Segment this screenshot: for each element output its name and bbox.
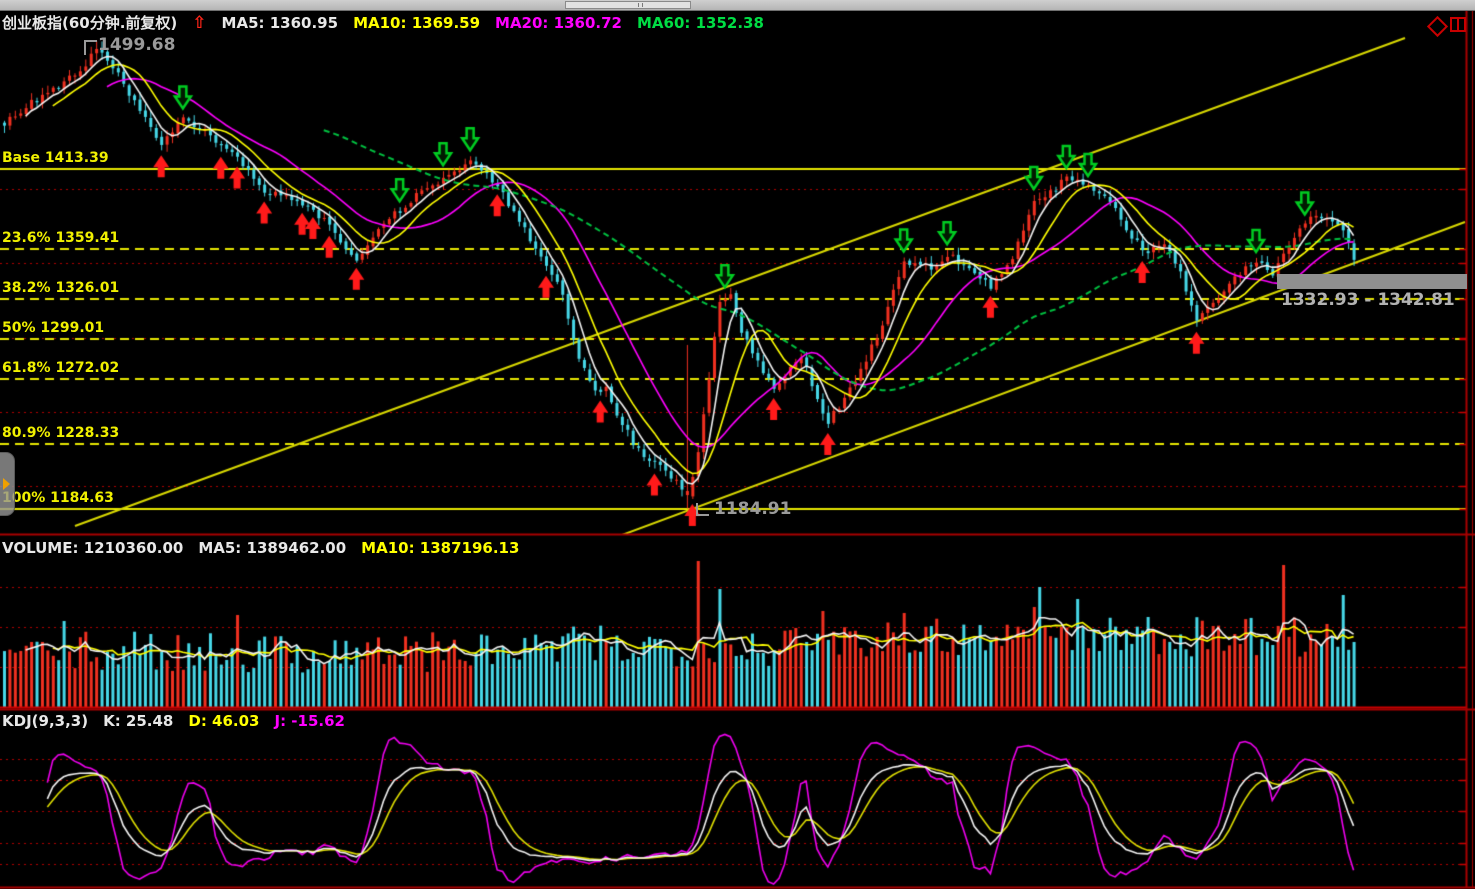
volume-ma5: MA5: 1389462.00 — [198, 539, 347, 557]
kdj-header: KDJ(9,3,3) K: 25.48 D: 46.03 J: -15.62 — [2, 712, 345, 730]
kdj-name: KDJ(9,3,3) — [2, 712, 89, 730]
fib-level-label: Base 1413.39 — [2, 150, 109, 166]
ma5-value: MA5: 1360.95 — [221, 13, 339, 32]
kdj-j: J: -15.62 — [274, 712, 345, 730]
panel-collapse-handle[interactable] — [0, 452, 15, 516]
price-range-highlight[interactable] — [1277, 274, 1467, 289]
scrollbar-thumb[interactable] — [565, 1, 691, 9]
kdj-k: K: 25.48 — [103, 712, 174, 730]
split-window-icon[interactable] — [1450, 17, 1466, 32]
low-price-marker — [696, 503, 709, 516]
buy-signal-arrow-icon: ⇧ — [192, 12, 207, 33]
fib-level-label: 61.8% 1272.02 — [2, 360, 120, 377]
kdj-d: D: 46.03 — [188, 712, 260, 730]
collapse-arrow-icon — [3, 478, 10, 490]
price-range-label: 1332.93 - 1342.81 — [1281, 290, 1455, 310]
low-price-label: 1184.91 — [714, 499, 792, 519]
fib-level-label: 50% 1299.01 — [2, 320, 105, 336]
split-window-icon-divider — [1457, 19, 1459, 30]
ma60-value: MA60: 1352.38 — [636, 13, 764, 32]
fib-level-label: 100% 1184.63 — [2, 490, 114, 506]
main-chart-header: 创业板指(60分钟.前复权) ⇧ MA5: 1360.95 MA10: 1369… — [2, 12, 764, 33]
fib-level-label: 38.2% 1326.01 — [2, 279, 120, 296]
volume-ma10: MA10: 1387196.13 — [361, 539, 520, 557]
fib-level-label: 23.6% 1359.41 — [2, 230, 120, 247]
fib-level-label: 80.9% 1228.33 — [2, 425, 120, 442]
instrument-title: 创业板指(60分钟.前复权) — [2, 14, 178, 32]
top-scrollbar[interactable] — [0, 0, 1475, 11]
volume-header: VOLUME: 1210360.00 MA5: 1389462.00 MA10:… — [2, 539, 519, 557]
high-price-label: 1499.68 — [98, 35, 176, 55]
ma10-value: MA10: 1369.59 — [353, 13, 481, 32]
volume-value: VOLUME: 1210360.00 — [2, 539, 184, 557]
ma20-value: MA20: 1360.72 — [495, 13, 622, 32]
high-price-marker — [84, 40, 97, 55]
